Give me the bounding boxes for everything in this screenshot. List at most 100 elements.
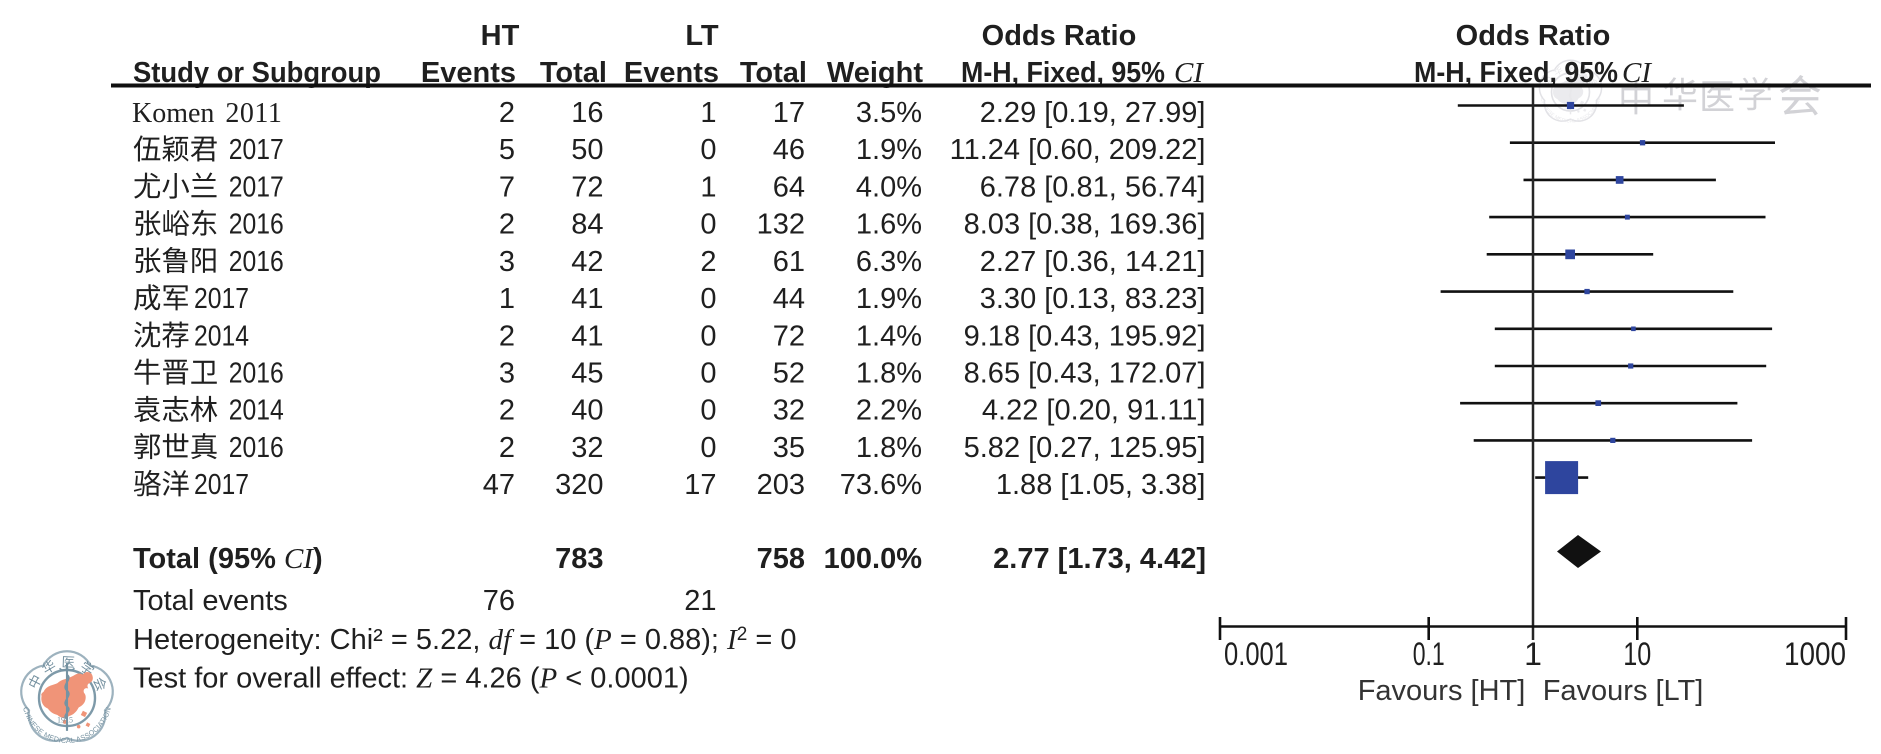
svg-text:Heterogeneity: Chi² = 5.22, df: Heterogeneity: Chi² = 5.22, df = 10 (P =… <box>133 624 796 656</box>
svg-text:2.29 [0.19, 27.99]: 2.29 [0.19, 27.99] <box>980 97 1206 129</box>
svg-text:10: 10 <box>1623 636 1651 672</box>
svg-text:2017: 2017 <box>194 283 249 315</box>
svg-text:2014: 2014 <box>229 395 284 427</box>
svg-text:Odds Ratio: Odds Ratio <box>1456 20 1611 52</box>
svg-text:100.0%: 100.0% <box>824 543 923 575</box>
svg-text:2014: 2014 <box>194 320 249 352</box>
svg-text:41: 41 <box>571 283 603 315</box>
svg-text:9.18 [0.43, 195.92]: 9.18 [0.43, 195.92] <box>964 320 1206 352</box>
svg-text:1.9%: 1.9% <box>856 283 922 315</box>
svg-text:2016: 2016 <box>229 432 284 464</box>
svg-text:1: 1 <box>499 283 515 315</box>
svg-text:1.4%: 1.4% <box>856 320 922 352</box>
svg-text:11.24 [0.60, 209.22]: 11.24 [0.60, 209.22] <box>950 134 1206 166</box>
svg-text:16: 16 <box>571 97 603 129</box>
svg-text:8.65 [0.43, 172.07]: 8.65 [0.43, 172.07] <box>964 358 1206 390</box>
svg-text:Odds Ratio: Odds Ratio <box>982 20 1137 52</box>
svg-text:0: 0 <box>700 209 716 241</box>
svg-text:72: 72 <box>571 171 603 203</box>
svg-text:72: 72 <box>773 320 805 352</box>
svg-text:320: 320 <box>555 469 603 501</box>
svg-text:35: 35 <box>773 432 805 464</box>
svg-text:0: 0 <box>700 432 716 464</box>
svg-text:2: 2 <box>499 97 515 129</box>
svg-text:1915: 1915 <box>57 716 73 725</box>
svg-text:2.27 [0.36, 14.21]: 2.27 [0.36, 14.21] <box>980 246 1206 278</box>
svg-text:132: 132 <box>757 209 805 241</box>
svg-text:7: 7 <box>499 171 515 203</box>
svg-text:64: 64 <box>773 171 805 203</box>
svg-text:758: 758 <box>757 543 805 575</box>
svg-text:17: 17 <box>773 97 805 129</box>
svg-text:Favours [LT]: Favours [LT] <box>1543 675 1704 707</box>
svg-text:2011: 2011 <box>225 98 282 129</box>
svg-text:Total events: Total events <box>133 585 288 617</box>
svg-text:2.77 [1.73, 4.42]: 2.77 [1.73, 4.42] <box>993 543 1206 575</box>
svg-text:47: 47 <box>483 469 515 501</box>
svg-text:1: 1 <box>700 97 716 129</box>
svg-text:0.1: 0.1 <box>1413 636 1445 672</box>
svg-text:HT: HT <box>481 20 520 52</box>
svg-text:76: 76 <box>483 585 515 617</box>
svg-text:2016: 2016 <box>229 246 284 278</box>
svg-text:2017: 2017 <box>194 469 249 501</box>
svg-text:1.8%: 1.8% <box>856 432 922 464</box>
svg-text:84: 84 <box>571 209 603 241</box>
svg-text:2017: 2017 <box>229 171 284 203</box>
svg-text:0: 0 <box>700 283 716 315</box>
svg-text:2016: 2016 <box>229 358 284 390</box>
svg-text:Test for overall effect: Z = 4: Test for overall effect: Z = 4.26 (P < 0… <box>133 663 689 695</box>
svg-text:32: 32 <box>571 432 603 464</box>
svg-text:21: 21 <box>684 585 716 617</box>
svg-text:0: 0 <box>700 134 716 166</box>
svg-text:6.78 [0.81, 56.74]: 6.78 [0.81, 56.74] <box>980 171 1206 203</box>
svg-text:5: 5 <box>499 134 515 166</box>
svg-text:8.03 [0.38, 169.36]: 8.03 [0.38, 169.36] <box>964 209 1206 241</box>
svg-text:73.6%: 73.6% <box>840 469 922 501</box>
svg-text:2.2%: 2.2% <box>856 395 922 427</box>
svg-text:1000: 1000 <box>1784 636 1846 672</box>
svg-text:17: 17 <box>684 469 716 501</box>
svg-text:2: 2 <box>499 432 515 464</box>
svg-text:61: 61 <box>773 246 805 278</box>
svg-text:46: 46 <box>773 134 805 166</box>
svg-text:3.30 [0.13, 83.23]: 3.30 [0.13, 83.23] <box>980 283 1206 315</box>
svg-text:2016: 2016 <box>229 209 284 241</box>
svg-text:52: 52 <box>773 358 805 390</box>
svg-text:Favours [HT]: Favours [HT] <box>1358 675 1526 707</box>
svg-text:45: 45 <box>571 358 603 390</box>
svg-text:0: 0 <box>700 320 716 352</box>
svg-text:203: 203 <box>757 469 805 501</box>
svg-text:32: 32 <box>773 395 805 427</box>
svg-text:42: 42 <box>571 246 603 278</box>
svg-text:LT: LT <box>685 20 719 52</box>
svg-text:2: 2 <box>499 320 515 352</box>
svg-text:0.001: 0.001 <box>1224 636 1288 672</box>
svg-text:4.22 [0.20, 91.11]: 4.22 [0.20, 91.11] <box>982 395 1206 427</box>
svg-text:1: 1 <box>700 171 716 203</box>
svg-text:783: 783 <box>555 543 603 575</box>
svg-text:44: 44 <box>773 283 805 315</box>
svg-text:2: 2 <box>499 395 515 427</box>
svg-text:2: 2 <box>700 246 716 278</box>
svg-text:2: 2 <box>499 209 515 241</box>
svg-text:2017: 2017 <box>229 134 284 166</box>
svg-text:6.3%: 6.3% <box>856 246 922 278</box>
svg-text:4.0%: 4.0% <box>856 171 922 203</box>
svg-text:3: 3 <box>499 358 515 390</box>
svg-text:3: 3 <box>499 246 515 278</box>
svg-text:0: 0 <box>700 395 716 427</box>
svg-text:Komen: Komen <box>132 98 214 129</box>
svg-text:41: 41 <box>571 320 603 352</box>
svg-text:3.5%: 3.5% <box>856 97 922 129</box>
svg-text:1.8%: 1.8% <box>856 358 922 390</box>
svg-text:5.82 [0.27, 125.95]: 5.82 [0.27, 125.95] <box>964 432 1206 464</box>
svg-text:1.6%: 1.6% <box>856 209 922 241</box>
svg-text:40: 40 <box>571 395 603 427</box>
svg-text:0: 0 <box>700 358 716 390</box>
svg-text:1.88 [1.05, 3.38]: 1.88 [1.05, 3.38] <box>996 469 1206 501</box>
svg-text:1: 1 <box>1524 636 1542 672</box>
svg-text:50: 50 <box>571 134 603 166</box>
svg-text:Total (95% CI): Total (95% CI) <box>133 543 323 575</box>
svg-text:1.9%: 1.9% <box>856 134 922 166</box>
